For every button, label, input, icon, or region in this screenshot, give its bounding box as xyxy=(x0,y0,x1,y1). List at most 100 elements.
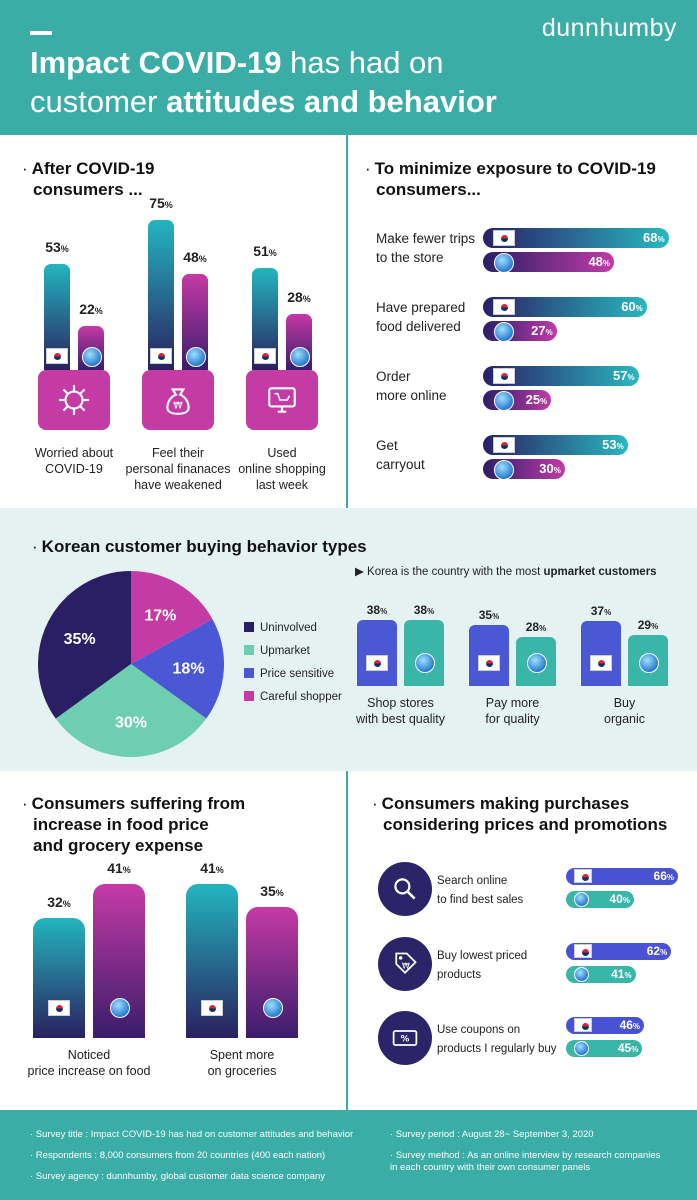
globe-icon xyxy=(639,653,659,673)
item-label: Noticed price increase on food xyxy=(27,1048,151,1078)
global-value: 27% xyxy=(531,323,553,338)
korea-bar xyxy=(148,220,174,370)
footnote-method: · Survey method : As an online interview… xyxy=(390,1150,661,1161)
globe-icon xyxy=(527,653,547,673)
virus-icon xyxy=(59,385,89,415)
global-bar: 30% xyxy=(483,459,565,480)
heading-line: Consumers making purchases xyxy=(381,794,630,813)
korea-bar: 46% xyxy=(566,1017,645,1034)
legend-item: Upmarket xyxy=(244,645,310,657)
footnote-agency: · Survey agency : dunnhumby, global cust… xyxy=(30,1171,326,1182)
legend-label: Careful shopper xyxy=(260,691,342,703)
korea-value: 35% xyxy=(478,607,500,622)
page-title-line2: customer attitudes and behavior xyxy=(30,84,497,120)
legend-swatch xyxy=(244,668,254,678)
global-value: 41% xyxy=(611,967,632,981)
pie-slice xyxy=(55,664,207,757)
global-bar xyxy=(246,906,298,1038)
legend-label: Upmarket xyxy=(260,645,310,657)
note-prefix: ▶ Korea is the country with the most xyxy=(355,566,544,578)
pie-slice-label: 17% xyxy=(144,607,176,624)
globe-icon xyxy=(574,1041,589,1056)
item-label: Feel their personal finanaces have weakene… xyxy=(125,446,231,492)
after-covid-chart: 53% 22% Worried about COVID-19 75% 48% ₩ Feel t… xyxy=(0,135,346,508)
korea-bar xyxy=(581,621,621,686)
legend-label: Price sensitive xyxy=(260,668,335,680)
global-bar: 40% xyxy=(566,891,634,908)
korea-flag-icon xyxy=(493,368,515,384)
upmarket-chart: 38% 38% Shop stores with best quality 35% 28%… xyxy=(0,508,697,771)
global-bar: 25% xyxy=(483,390,552,411)
heading-line: considering prices and promotions xyxy=(383,815,668,834)
korea-value: 51% xyxy=(253,243,277,259)
item-label: Buy organic xyxy=(604,696,645,726)
global-value: 35% xyxy=(260,882,284,899)
legend-swatch xyxy=(244,622,254,632)
legend-item: Careful shopper xyxy=(244,691,342,703)
icon-circle: ₩ xyxy=(378,937,432,991)
globe-icon xyxy=(574,967,589,982)
brand-logo: dunnhumby xyxy=(541,14,677,42)
korea-flag-icon xyxy=(493,230,515,246)
online-shop-icon xyxy=(268,387,296,413)
heading-line: To minimize exposure to COVID-19 xyxy=(374,159,656,178)
korea-value: 46% xyxy=(619,1018,641,1032)
section-divider xyxy=(346,771,348,1110)
korea-flag-icon xyxy=(150,348,172,364)
korea-flag-icon xyxy=(46,348,68,364)
icon-circle xyxy=(378,862,432,916)
pie-slice xyxy=(38,571,131,719)
section-divider xyxy=(346,135,348,508)
korea-bar xyxy=(357,619,397,686)
heading-line: After COVID-19 xyxy=(31,159,155,178)
global-value: 25% xyxy=(525,392,548,407)
global-bar: 45% xyxy=(566,1040,643,1057)
page-title-line1: Impact COVID-19 has had on xyxy=(30,45,444,81)
global-value: 28% xyxy=(525,620,547,634)
footnote-title: · Survey title : Impact COVID-19 has had… xyxy=(30,1129,354,1140)
title-rest2: customer xyxy=(30,84,167,119)
item-label: Search online to find best sales xyxy=(437,875,524,906)
item-label: Have prepared food delivered xyxy=(376,300,466,334)
header-banner: dunnhumby Impact COVID-19 has had on cus… xyxy=(0,0,697,135)
heading-line: Consumers suffering from xyxy=(31,794,246,813)
korea-flag-icon xyxy=(366,655,388,671)
globe-icon xyxy=(494,322,514,342)
globe-icon xyxy=(574,892,589,907)
global-bar: 27% xyxy=(483,321,557,342)
item-label: Order more online xyxy=(376,369,447,403)
purchases-chart: Search online to find best sales 66% 40% ₩ Bu… xyxy=(348,771,697,1110)
korea-bar: 62% xyxy=(566,943,672,960)
global-bar xyxy=(404,619,444,686)
korea-bar: 57% xyxy=(483,366,639,386)
svg-text:%: % xyxy=(401,1035,410,1045)
heading-line: consumers ... xyxy=(33,180,143,199)
footnote-respondents: · Respondents : 8,000 consumers from 20 … xyxy=(30,1150,326,1161)
magnifier-icon xyxy=(394,878,416,900)
global-value: 22% xyxy=(79,301,103,317)
korea-value: 38% xyxy=(366,602,388,617)
global-value: 48% xyxy=(588,254,611,269)
heading-line: consumers... xyxy=(376,180,481,199)
title-rest: has had on xyxy=(281,45,444,80)
bullet: · xyxy=(22,794,28,813)
bullet: · xyxy=(372,794,378,813)
korea-bar xyxy=(33,918,85,1038)
footnote-method-cont: in each country with their own consumer … xyxy=(390,1162,591,1173)
korea-flag-icon xyxy=(493,299,515,315)
global-value: 28% xyxy=(287,289,311,305)
minimize-chart: Make fewer trips to the store 68% 48% Have p… xyxy=(348,135,697,508)
item-label: Used online shopping last week xyxy=(238,446,326,492)
icon-circle: % xyxy=(378,1011,432,1065)
money-bag-icon: ₩ xyxy=(166,388,190,415)
korea-flag-icon xyxy=(574,869,592,883)
korean-types-heading: · Korean customer buying behavior types xyxy=(32,536,367,557)
korea-value: 37% xyxy=(590,604,612,619)
legend-swatch xyxy=(244,691,254,701)
footnote-period: · Survey period : August 28~ September 3… xyxy=(390,1129,594,1140)
global-value: 29% xyxy=(637,618,659,633)
header-dash xyxy=(30,31,52,35)
item-label: Worried about COVID-19 xyxy=(34,446,114,476)
globe-icon xyxy=(110,998,130,1018)
global-bar: 48% xyxy=(483,252,615,273)
